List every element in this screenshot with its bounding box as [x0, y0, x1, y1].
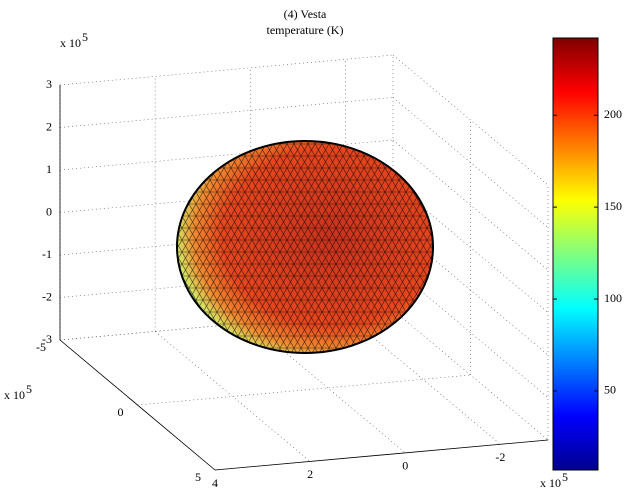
grid-line: [59, 97, 394, 128]
z-tick-label: -2: [42, 289, 52, 303]
z-tick-label: 2: [46, 119, 52, 133]
z-multiplier: x 10: [60, 36, 81, 50]
x-multiplier-exponent: 5: [562, 470, 568, 484]
y-multiplier-exponent: 5: [26, 382, 32, 396]
x-tick-label: 2: [307, 467, 313, 481]
colorbar-tick-label: 150: [604, 199, 622, 213]
x-tick-label: -2: [495, 450, 505, 464]
z-tick-label: 1: [46, 162, 52, 176]
colorbar-tick-label: 50: [604, 383, 616, 397]
grid-line: [345, 314, 501, 445]
x-multiplier: x 10: [540, 476, 561, 490]
grid-line: [392, 97, 549, 228]
z-multiplier-exponent: 5: [82, 30, 88, 44]
y-multiplier: x 10: [4, 388, 25, 402]
y-tick-label: 0: [118, 405, 124, 419]
chart-title: (4) Vesta: [284, 7, 327, 21]
asteroid-surface: [176, 140, 434, 354]
axis-line: [214, 439, 549, 471]
grid-line: [392, 182, 549, 313]
z-tick-label: 3: [46, 77, 52, 91]
grid-line: [392, 267, 549, 398]
y-tick-label: -5: [36, 340, 46, 354]
grid-line: [392, 54, 549, 186]
grid-line: [392, 309, 549, 441]
x-tick-label: 0: [402, 459, 408, 473]
grid-line: [59, 54, 394, 86]
z-tick-label: 0: [46, 204, 52, 218]
grid-line: [392, 224, 549, 356]
y-tick-label: 5: [195, 470, 201, 484]
grid-line: [392, 139, 549, 271]
grid-line: [250, 322, 406, 454]
colorbar-tick-label: 100: [604, 291, 622, 305]
x-tick-label: 4: [212, 476, 218, 490]
axis-line: [59, 339, 216, 471]
z-tick-label: -1: [42, 247, 52, 261]
z-tick-label: -3: [42, 332, 52, 346]
colorbar: [552, 37, 599, 471]
grid-line: [137, 374, 471, 406]
grid-line: [154, 331, 311, 462]
colorbar-tick-label: 200: [604, 107, 622, 121]
chart-subtitle: temperature (K): [267, 23, 344, 37]
